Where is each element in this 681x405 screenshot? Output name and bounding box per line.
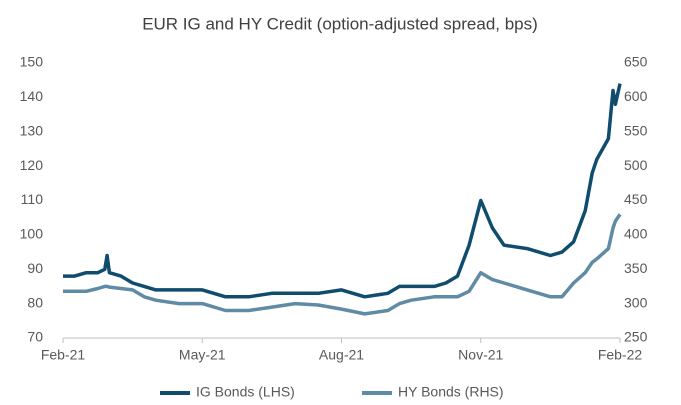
y2-tick-label: 550 [624,122,648,138]
y-tick-label: 130 [20,122,44,138]
y2-tick-label: 400 [624,226,648,242]
y2-tick-label: 450 [624,191,648,207]
x-tick-label: Aug-21 [319,347,364,363]
x-tick-label: Feb-22 [598,347,643,363]
y-tick-label: 70 [27,329,43,345]
y2-tick-label: 350 [624,260,648,276]
legend-label: HY Bonds (RHS) [398,384,504,400]
y-tick-label: 90 [27,260,43,276]
y-tick-label: 110 [21,191,44,207]
y2-tick-label: 650 [624,54,648,70]
x-tick-label: Feb-21 [41,347,86,363]
x-tick-label: May-21 [179,347,226,363]
legend-label: IG Bonds (LHS) [196,384,295,400]
y-tick-label: 140 [20,88,44,104]
y-tick-label: 120 [20,157,44,173]
y-tick-label: 150 [20,54,44,70]
y-tick-label: 100 [20,226,44,242]
y2-tick-label: 500 [624,157,648,173]
series-line [63,213,622,316]
x-tick-label: Nov-21 [458,347,503,363]
series-line [63,83,622,299]
chart-title: EUR IG and HY Credit (option-adjusted sp… [142,14,538,33]
y2-tick-label: 250 [624,329,648,345]
y2-tick-label: 600 [624,88,648,104]
y2-tick-label: 300 [624,294,648,310]
y-tick-label: 80 [27,294,43,310]
